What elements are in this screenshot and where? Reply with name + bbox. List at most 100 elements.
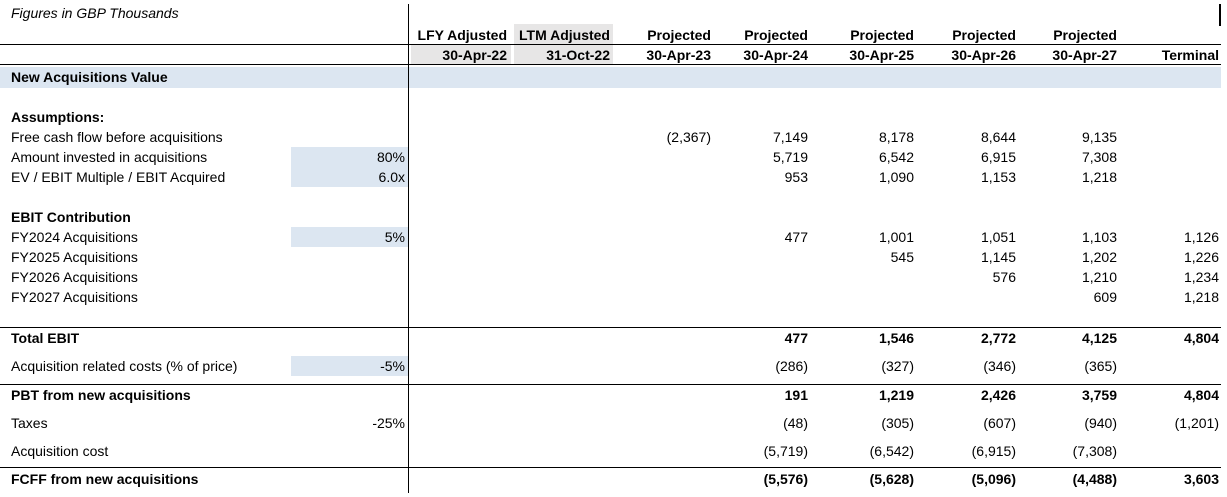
column-header-label: LTM Adjusted [519, 27, 610, 43]
row-label: FCFF from new acquisitions [11, 471, 199, 487]
value-cell: 1,234 [1183, 269, 1219, 285]
value-cell: 7,149 [772, 129, 808, 145]
value-cell: 3,759 [1081, 387, 1117, 403]
value-cell: 4,125 [1081, 330, 1117, 346]
value-cell: 1,051 [980, 229, 1016, 245]
value-cell: 4,804 [1183, 330, 1219, 346]
input-cell-background [291, 147, 408, 167]
row-label: Acquisition related costs (% of price) [11, 358, 238, 374]
value-cell: (5,576) [763, 471, 808, 487]
value-cell: (607) [983, 415, 1016, 431]
value-cell: 6,542 [878, 149, 914, 165]
column-header-label: Projected [647, 27, 711, 43]
row-label: FY2026 Acquisitions [11, 269, 138, 285]
value-cell: 1,126 [1183, 229, 1219, 245]
assumption-input-cell[interactable]: 6.0x [378, 169, 405, 185]
value-cell: (365) [1084, 358, 1117, 374]
row-label: Acquisition cost [11, 443, 109, 459]
column-header-date: 30-Apr-22 [442, 47, 507, 63]
value-cell: 576 [992, 269, 1016, 285]
total-ebit-rule [0, 327, 1221, 328]
value-cell: 1,218 [1081, 169, 1117, 185]
value-cell: 8,644 [980, 129, 1016, 145]
value-cell: 5,719 [772, 149, 808, 165]
value-cell: 4,804 [1183, 387, 1219, 403]
column-header-label: LFY Adjusted [417, 27, 507, 43]
value-cell: (6,915) [971, 443, 1016, 459]
column-header-date: 30-Apr-24 [743, 47, 808, 63]
value-cell: 6,915 [980, 149, 1016, 165]
value-cell: 1,546 [878, 330, 914, 346]
value-cell: (346) [983, 358, 1016, 374]
value-cell: (48) [783, 415, 808, 431]
assumption-input-cell[interactable]: -25% [372, 415, 405, 431]
value-cell: 1,219 [878, 387, 914, 403]
value-cell: (286) [775, 358, 808, 374]
assumption-input-cell[interactable]: 5% [384, 229, 405, 245]
row-label: Free cash flow before acquisitions [11, 129, 223, 145]
value-cell: 7,308 [1081, 149, 1117, 165]
value-cell: 1,226 [1183, 249, 1219, 265]
row-label: FY2027 Acquisitions [11, 289, 138, 305]
value-cell: (327) [881, 358, 914, 374]
header-rule-bottom [0, 64, 1221, 65]
value-cell: 9,135 [1081, 129, 1117, 145]
column-header-date: Terminal [1161, 47, 1219, 63]
row-label: Assumptions: [11, 109, 105, 125]
column-header-date: 31-Oct-22 [546, 47, 610, 63]
row-label: FY2024 Acquisitions [11, 229, 138, 245]
value-cell: 953 [784, 169, 808, 185]
input-cell-background [291, 227, 408, 247]
frozen-pane-divider [408, 4, 409, 493]
value-cell: 1,218 [1183, 289, 1219, 305]
value-cell: (5,719) [763, 443, 808, 459]
value-cell: 477 [784, 229, 808, 245]
value-cell: (5,628) [869, 471, 914, 487]
row-label: Total EBIT [11, 330, 80, 346]
header-rule-top [0, 44, 1221, 45]
value-cell: 545 [890, 249, 914, 265]
units-note: Figures in GBP Thousands [11, 5, 179, 21]
value-cell: 1,090 [878, 169, 914, 185]
value-cell: 8,178 [878, 129, 914, 145]
value-cell: (940) [1084, 415, 1117, 431]
row-label: Taxes [11, 415, 48, 431]
value-cell: 1,210 [1081, 269, 1117, 285]
column-header-label: Projected [850, 27, 914, 43]
value-cell: (2,367) [666, 129, 711, 145]
value-cell: 2,772 [980, 330, 1016, 346]
input-cell-background [291, 356, 408, 376]
fcff-rule [0, 467, 1221, 468]
value-cell: (1,201) [1174, 415, 1219, 431]
value-cell: 477 [784, 330, 808, 346]
pbt-rule [0, 384, 1221, 385]
value-cell: 1,145 [980, 249, 1016, 265]
value-cell: (7,308) [1072, 443, 1117, 459]
value-cell: (4,488) [1072, 471, 1117, 487]
value-cell: 609 [1093, 289, 1117, 305]
column-header-date: 30-Apr-25 [849, 47, 914, 63]
column-header-date: 30-Apr-26 [951, 47, 1016, 63]
row-label: Amount invested in acquisitions [11, 149, 208, 165]
row-label: EV / EBIT Multiple / EBIT Acquired [11, 169, 226, 185]
row-label: EBIT Contribution [11, 209, 131, 225]
value-cell: 2,426 [980, 387, 1016, 403]
assumption-input-cell[interactable]: -5% [380, 358, 405, 374]
value-cell: (5,096) [971, 471, 1016, 487]
assumption-input-cell[interactable]: 80% [376, 149, 405, 165]
value-cell: 3,603 [1183, 471, 1219, 487]
row-label: PBT from new acquisitions [11, 387, 191, 403]
value-cell: 191 [784, 387, 808, 403]
value-cell: 1,103 [1081, 229, 1117, 245]
value-cell: (305) [881, 415, 914, 431]
right-edge-marker [1219, 4, 1221, 26]
section-title: New Acquisitions Value [11, 69, 168, 85]
column-header-date: 30-Apr-23 [646, 47, 711, 63]
value-cell: 1,001 [878, 229, 914, 245]
lfy-date-band [411, 44, 511, 64]
column-header-label: Projected [1053, 27, 1117, 43]
value-cell: (6,542) [869, 443, 914, 459]
row-label: FY2025 Acquisitions [11, 249, 138, 265]
section-title-band [0, 67, 1221, 88]
